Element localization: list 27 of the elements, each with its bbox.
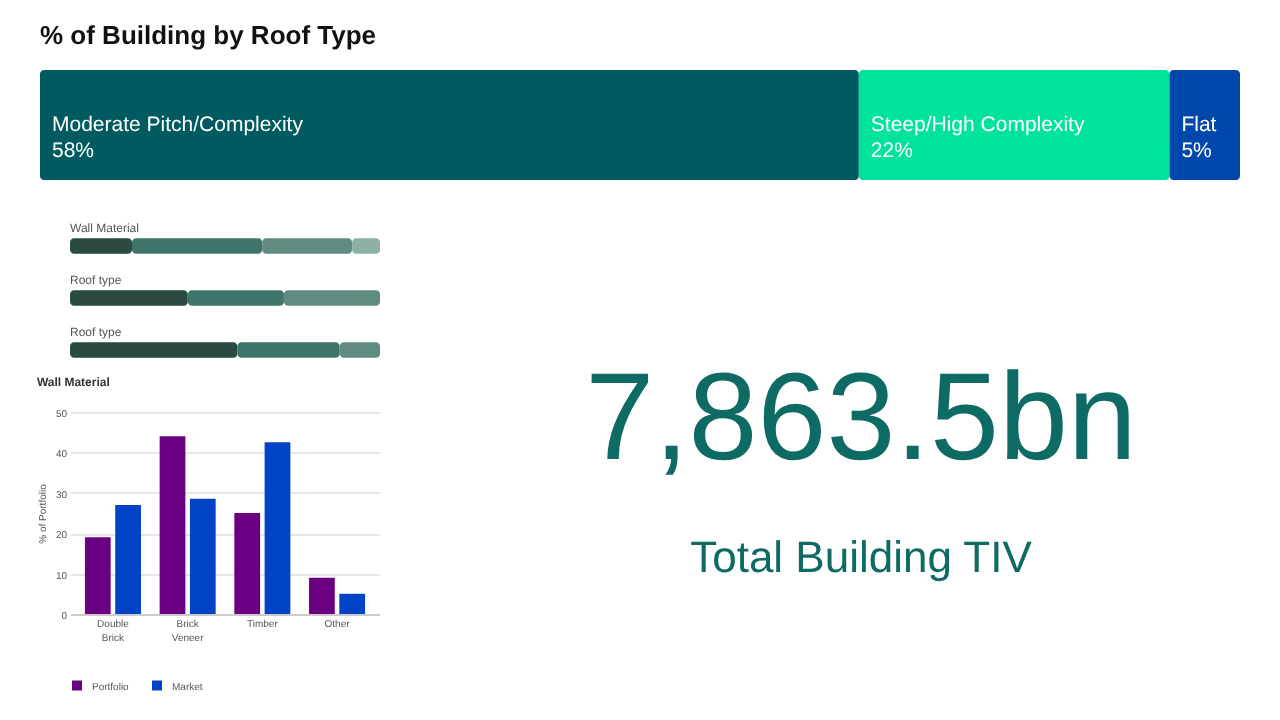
bar xyxy=(262,238,353,254)
bar xyxy=(237,342,340,358)
chart-title: % of Building by Roof Type xyxy=(40,20,377,50)
bar xyxy=(234,513,261,614)
bar xyxy=(70,238,132,254)
data-label: 58% xyxy=(52,139,95,163)
series-label: Steep/High Complexity xyxy=(870,113,1086,137)
text: Total Building TIV xyxy=(690,532,1033,583)
bar xyxy=(70,342,238,358)
bar xyxy=(132,238,263,254)
bar xyxy=(70,290,188,306)
series-label: Flat xyxy=(1181,113,1217,137)
bar xyxy=(187,290,284,306)
text: 7,863.5bn xyxy=(585,348,1137,487)
series-label: Moderate Pitch/Complexity xyxy=(52,113,305,137)
data-label: 5% xyxy=(1181,139,1212,163)
bar xyxy=(189,498,216,614)
bar xyxy=(339,593,366,614)
bar xyxy=(264,442,291,614)
bar xyxy=(115,504,141,614)
bar xyxy=(339,342,380,358)
data-label: 22% xyxy=(870,139,913,163)
bar xyxy=(309,577,335,614)
bar xyxy=(159,436,186,614)
bar xyxy=(84,537,111,614)
bar xyxy=(283,290,380,306)
bar xyxy=(352,238,380,254)
